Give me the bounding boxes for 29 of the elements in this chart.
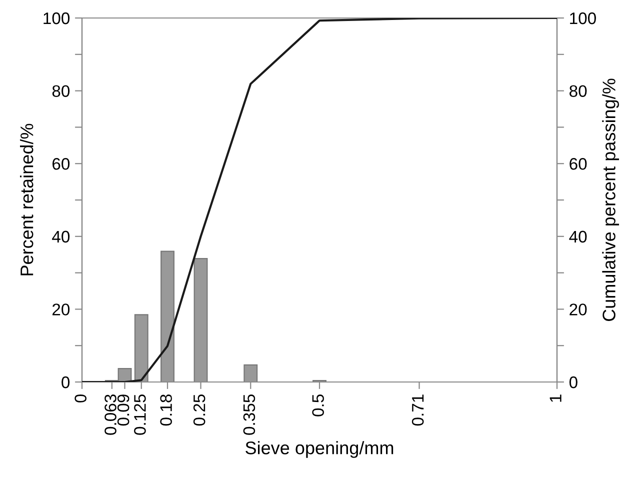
y2-tick-label: 80: [570, 85, 587, 98]
x-tick-label: 0.71: [412, 394, 424, 426]
y2-tick-label: 40: [569, 230, 587, 243]
bar: [134, 314, 148, 382]
x-tick-label: 0.125: [134, 394, 146, 435]
y-tick-label: 100: [44, 12, 70, 24]
y-tick-label: 20: [52, 304, 70, 316]
y2-tick-label: 100: [570, 12, 596, 24]
x-tick-label: 1: [550, 394, 562, 402]
y2-tick-label: 60: [570, 158, 587, 170]
x-tick-label: 0.5: [312, 394, 324, 416]
x-tick-label: 0.09: [117, 394, 130, 426]
y-tick-label: 60: [52, 158, 70, 170]
x-axis-title: Sieve opening/mm: [246, 441, 394, 458]
x-tick-label: 0: [74, 394, 86, 402]
bar: [244, 364, 258, 382]
y-tick-label: 0: [62, 376, 70, 388]
y-axis-title: Percent retained/%: [20, 124, 34, 276]
y2-axis-title: Cumulative percent passing/%: [602, 78, 619, 322]
bar: [194, 258, 208, 382]
bar: [160, 250, 174, 382]
y2-tick-label: 0: [569, 376, 578, 388]
y2-tick-label: 20: [570, 304, 587, 316]
x-tick-label: 0.355: [243, 394, 256, 435]
x-tick-label: 0.063: [104, 394, 116, 435]
y-tick-label: 40: [52, 230, 70, 243]
x-tick-label: 0.25: [193, 394, 206, 426]
y-tick-label: 80: [52, 85, 70, 98]
x-tick-label: 0.18: [160, 394, 172, 426]
